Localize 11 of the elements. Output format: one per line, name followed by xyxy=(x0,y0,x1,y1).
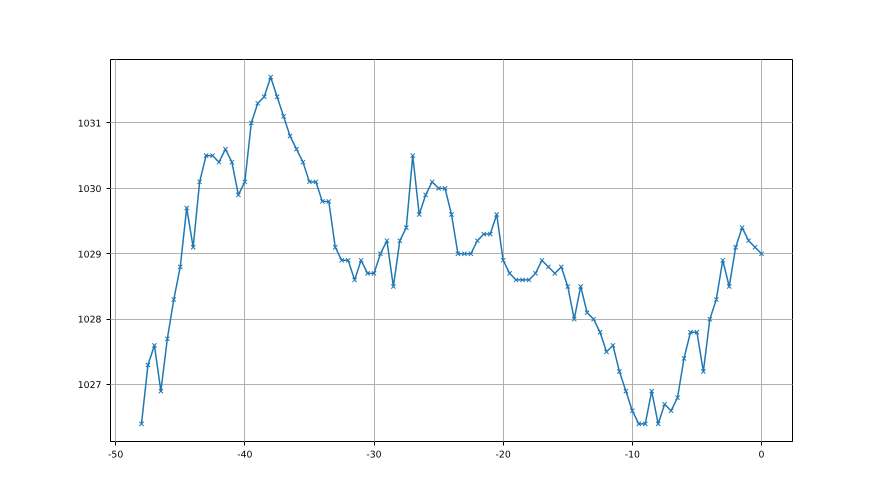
x-tick-label: -30 xyxy=(366,450,382,460)
y-tick-label: 1028 xyxy=(78,314,102,326)
x-tick-label: 0 xyxy=(758,450,765,460)
x-tick-label: -20 xyxy=(496,450,511,460)
y-tick-label: 1031 xyxy=(78,118,102,130)
x-tick-label: -10 xyxy=(624,450,640,460)
x-tick-label: -50 xyxy=(108,450,124,460)
y-tick-label: 1027 xyxy=(78,380,102,392)
y-tick-label: 1029 xyxy=(78,249,102,260)
x-tick-label: -40 xyxy=(237,450,253,460)
y-tick-label: 1030 xyxy=(78,184,102,195)
